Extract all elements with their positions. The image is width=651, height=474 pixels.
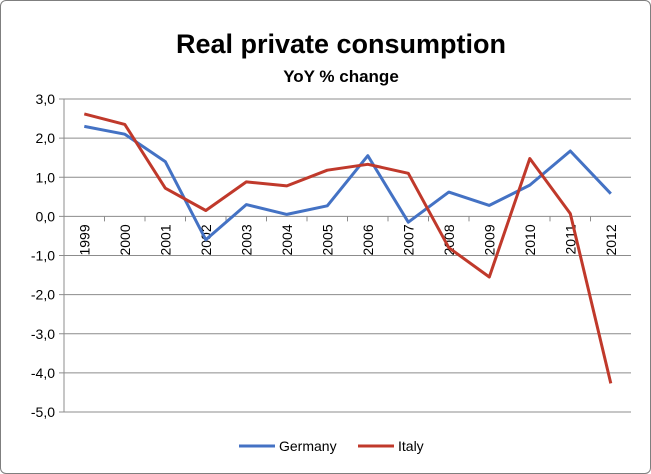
series-line-germany [84,124,612,242]
x-tick-label: 2012 [603,224,619,255]
x-tick-label: 2010 [522,224,538,255]
y-tick-label: -5,0 [31,404,55,420]
chart-title: Real private consumption [176,29,506,59]
y-tick-label: 3,0 [36,91,56,107]
y-tick-label: 1,0 [36,169,56,185]
y-tick-label: -4,0 [31,365,55,381]
legend-label-germany: Germany [279,438,337,454]
y-tick-label: -3,0 [31,326,55,342]
gridlines [59,98,631,413]
x-tick-label: 2003 [238,224,254,255]
x-tick-label: 2007 [400,224,416,255]
chart-subtitle: YoY % change [283,67,399,86]
legend-label-italy: Italy [398,438,424,454]
x-tick-label: 2005 [319,224,335,255]
legend: Germany Italy [239,438,424,454]
y-tick-label: -2,0 [31,287,55,303]
x-tick-label: 1999 [76,224,92,255]
x-tick-label: 2001 [157,224,173,255]
series-line-italy [83,112,613,384]
y-tick-label: 2,0 [36,130,56,146]
x-tick-label: 2006 [360,224,376,255]
y-tick-label: 0,0 [36,208,56,224]
x-axis-ticks: 1999 2000 2001 2002 2003 2004 2005 2006 2007 2008… [76,224,619,255]
y-tick-label: -1,0 [31,248,55,264]
x-tick-label: 2000 [117,224,133,255]
series-lines [83,112,613,384]
x-tick-label: 2004 [279,224,295,255]
x-tick-label: 2008 [441,224,457,255]
y-axis-ticks: 3,0 2,0 1,0 0,0 -1,0 -2,0 -3,0 -4,0 -5,0 [31,91,55,420]
x-tick-label: 2009 [481,224,497,255]
